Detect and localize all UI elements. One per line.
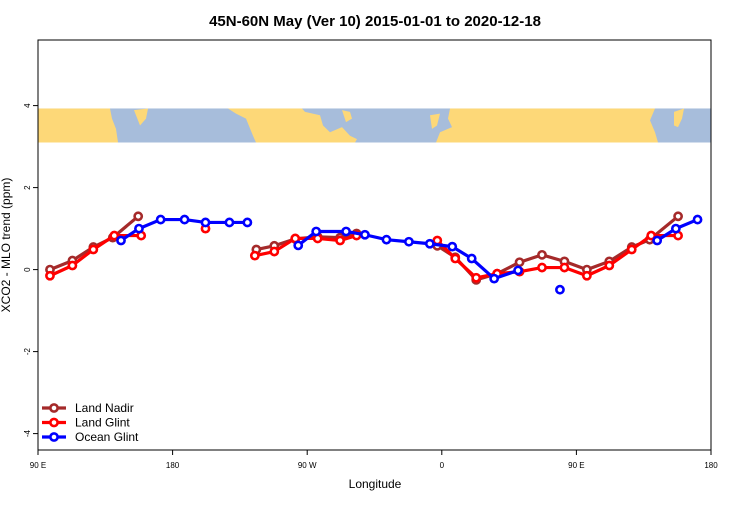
data-point [646, 230, 657, 241]
data-point [559, 262, 570, 273]
legend-label: Land Glint [75, 416, 130, 430]
data-point [179, 214, 190, 225]
map-land [674, 108, 684, 128]
map-land [134, 108, 148, 126]
data-point [489, 273, 500, 284]
data-point [537, 262, 547, 273]
data-point [537, 249, 547, 260]
data-point [67, 260, 78, 271]
data-point [341, 226, 351, 237]
y-axis: 4 2 0 -2 -4 [23, 103, 38, 437]
data-point [424, 238, 435, 249]
x-tick-label: 90 W [298, 461, 317, 470]
data-point [360, 229, 370, 240]
data-point [155, 214, 166, 225]
x-axis-label: Longitude [349, 477, 402, 491]
data-point [466, 253, 477, 264]
data-point [447, 241, 458, 252]
data-point [335, 235, 346, 246]
y-tick-label: 0 [23, 267, 32, 272]
data-point [242, 217, 253, 228]
series-line [49, 233, 142, 278]
legend-label: Land Nadir [75, 401, 134, 415]
world-map-band [38, 108, 711, 143]
series-layer [45, 211, 703, 295]
y-tick-label: 2 [23, 185, 32, 190]
data-point [604, 260, 615, 271]
data-point [224, 217, 235, 228]
x-axis: 90 E 180 90 W 0 90 E 180 [30, 450, 718, 470]
legend-marker [49, 432, 59, 442]
data-point [450, 253, 461, 264]
data-point [109, 230, 120, 241]
data-point [514, 257, 525, 268]
legend-marker [49, 403, 59, 413]
x-tick-label: 180 [166, 461, 180, 470]
data-point [200, 217, 211, 228]
x-tick-label: 0 [440, 461, 445, 470]
chart-title: 45N-60N May (Ver 10) 2015-01-01 to 2020-… [209, 13, 541, 30]
data-point [134, 223, 144, 234]
data-point [45, 270, 55, 281]
x-tick-label: 180 [704, 461, 718, 470]
data-point [626, 244, 637, 255]
data-point [269, 246, 280, 257]
data-point [670, 223, 681, 234]
map-land [430, 113, 440, 129]
data-point [652, 235, 663, 246]
data-point [381, 234, 392, 245]
x-tick-label: 90 E [568, 461, 584, 470]
data-point [403, 236, 414, 247]
y-tick-label: -2 [23, 347, 32, 355]
legend-marker [49, 417, 59, 428]
map-land [256, 108, 357, 143]
series-land-glint [45, 223, 683, 283]
data-point [311, 226, 322, 237]
data-point [293, 240, 304, 251]
legend-label: Ocean Glint [75, 430, 139, 444]
data-point [471, 272, 482, 283]
data-point [513, 265, 523, 276]
map-land [342, 110, 352, 123]
data-point [133, 211, 144, 222]
data-point [581, 270, 592, 281]
map-land [436, 108, 658, 143]
data-point [88, 244, 99, 255]
x-tick-label: 90 E [30, 461, 46, 470]
y-tick-label: -4 [23, 429, 32, 437]
data-point [673, 211, 683, 222]
data-point [692, 214, 703, 225]
data-point [555, 284, 565, 295]
map-land [38, 108, 118, 143]
data-point [116, 235, 126, 246]
plot-frame [37, 39, 712, 451]
series-line [436, 215, 680, 282]
map-land [228, 108, 256, 143]
y-axis-label: XCO2 - MLO trend (ppm) [0, 178, 13, 313]
data-point [249, 250, 260, 261]
series-ocean-glint [116, 214, 703, 295]
y-tick-label: 4 [23, 103, 32, 108]
